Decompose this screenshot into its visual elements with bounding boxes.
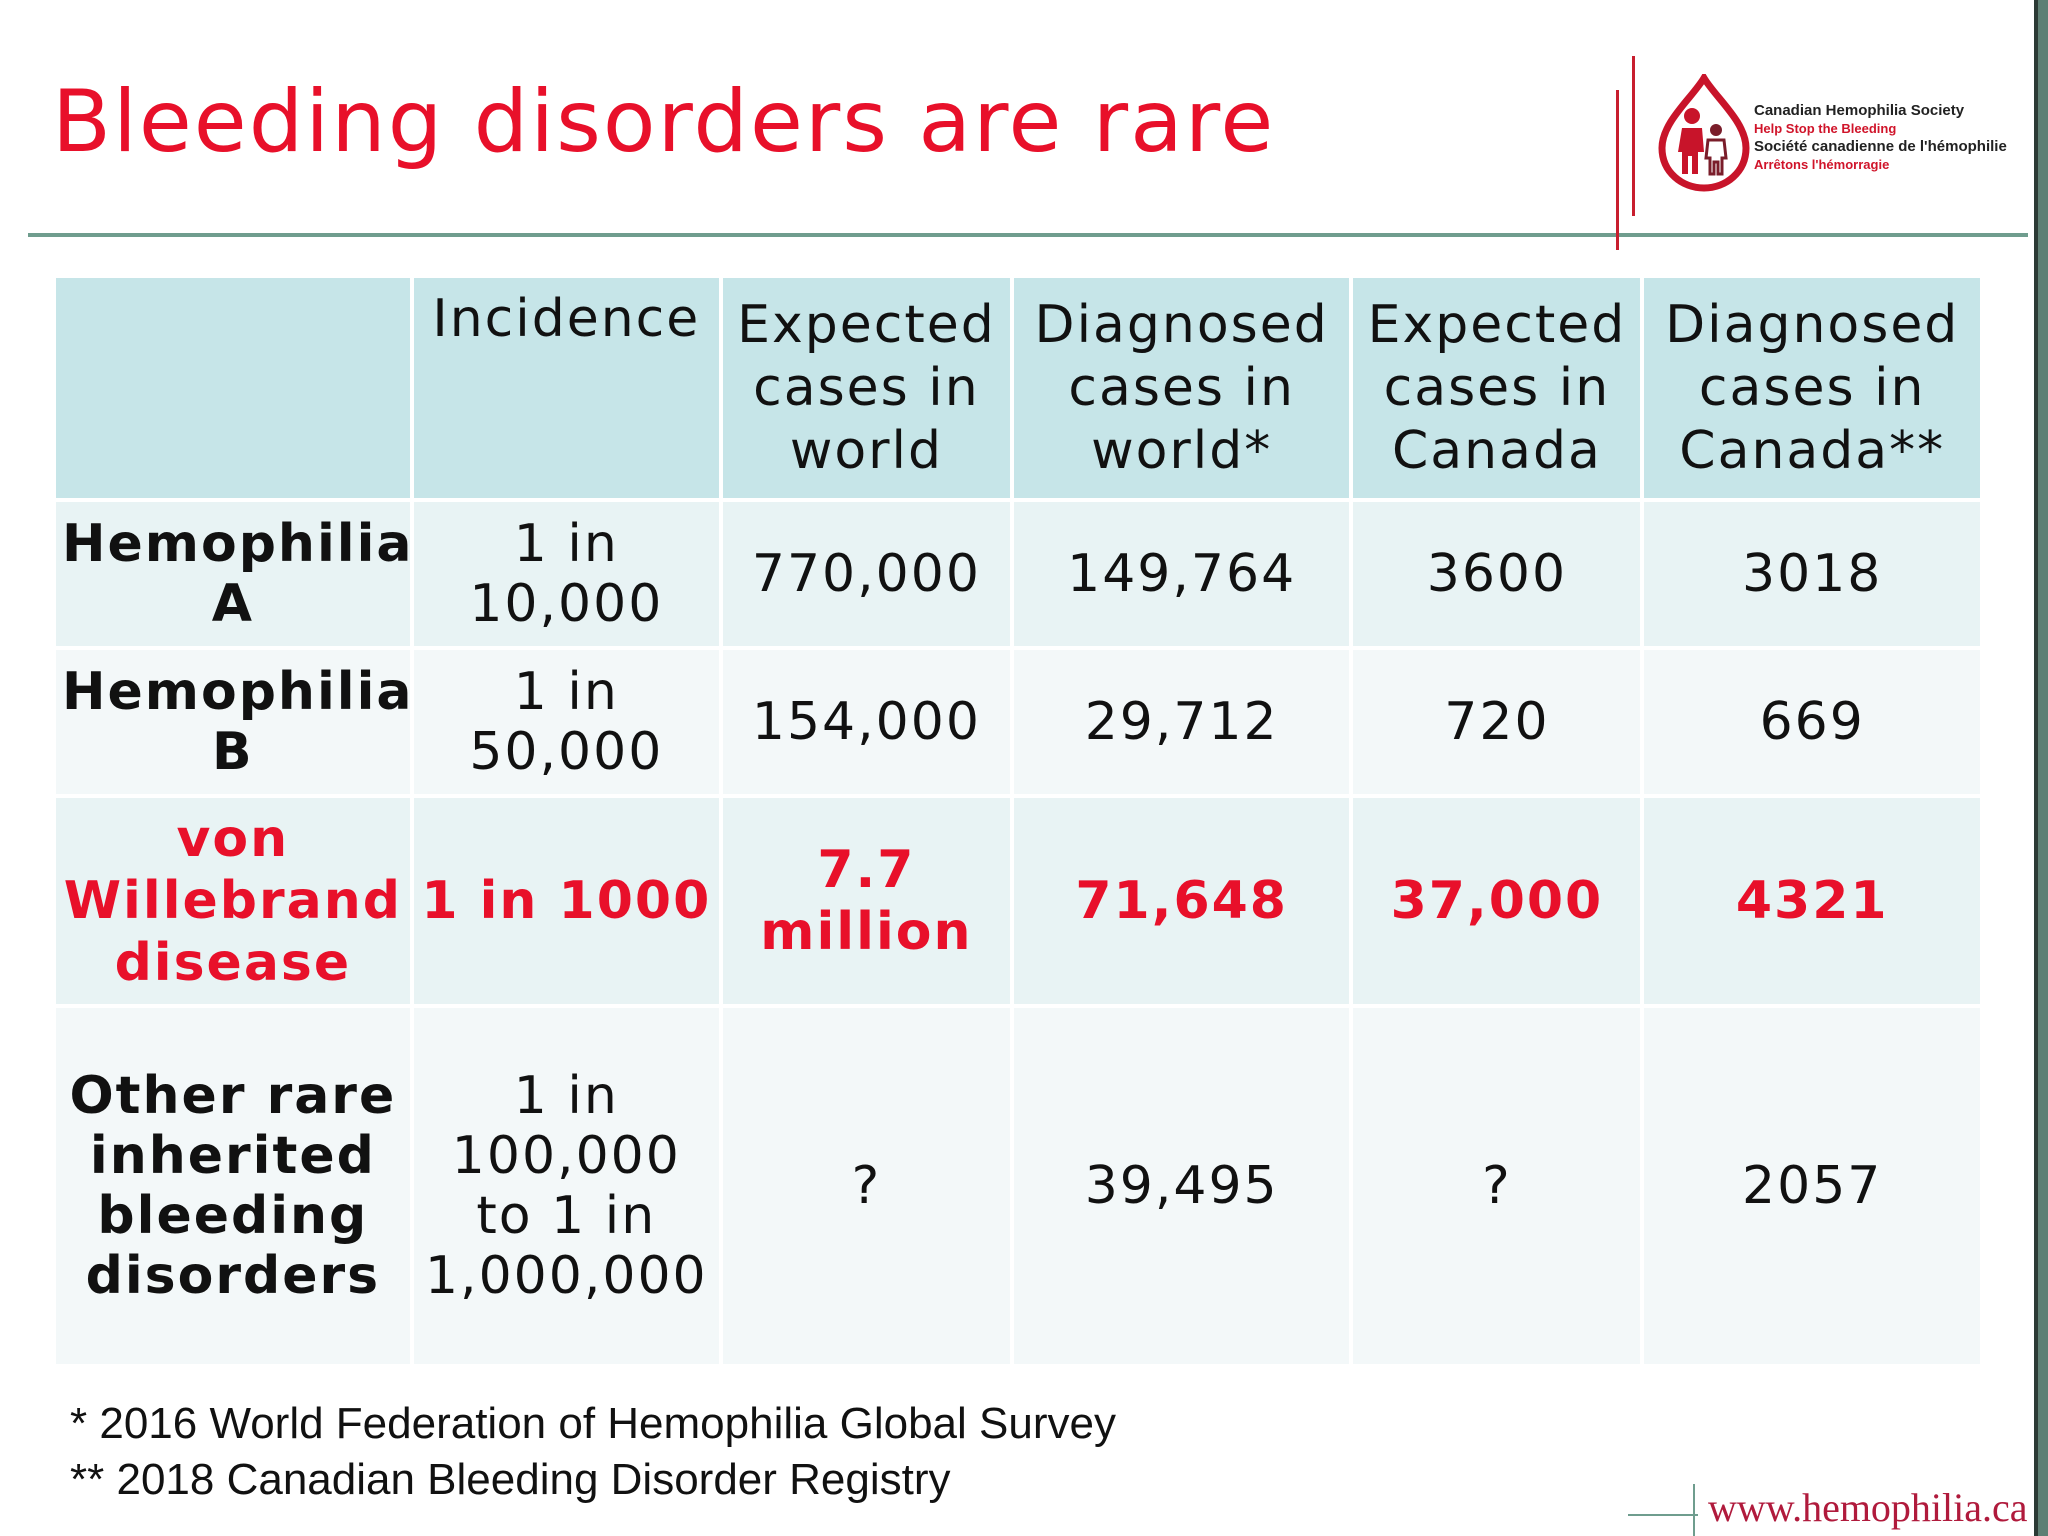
header-empty (56, 278, 410, 498)
header-incidence: Incidence (413, 278, 719, 498)
diagnosed-world-cell: 29,712 (1013, 650, 1350, 794)
expected-canada-cell: 37,000 (1353, 798, 1641, 1004)
incidence-cell: 1 in 50,000 (413, 650, 719, 794)
logo-line-2: Help Stop the Bleeding (1754, 121, 1897, 136)
table-row-highlighted: von Willebrand disease 1 in 1000 7.7 mil… (56, 798, 1980, 1004)
diagnosed-canada-cell: 669 (1644, 650, 1980, 794)
incidence-cell: 1 in 10,000 (413, 502, 719, 646)
expected-world-cell: ? (722, 1008, 1010, 1364)
table-header-row: Incidence Expected cases in world Diagno… (56, 278, 1980, 498)
header-diagnosed-canada: Diagnosed cases in Canada** (1644, 278, 1980, 498)
expected-canada-cell: 3600 (1353, 502, 1641, 646)
table-row: Hemophilia B 1 in 50,000 154,000 29,712 … (56, 650, 1980, 794)
footnote-2: ** 2018 Canadian Bleeding Disorder Regis… (70, 1455, 951, 1504)
header-expected-canada: Expected cases in Canada (1353, 278, 1641, 498)
expected-canada-cell: ? (1353, 1008, 1641, 1364)
bleeding-disorders-table: Incidence Expected cases in world Diagno… (52, 274, 1984, 1368)
logo-line-1: Canadian Hemophilia Society (1754, 102, 1965, 119)
incidence-cell: 1 in 100,000 to 1 in 1,000,000 (413, 1008, 719, 1364)
incidence-cell: 1 in 1000 (413, 798, 719, 1004)
row-label: von Willebrand disease (56, 798, 410, 1004)
slide-title: Bleeding disorders are rare (52, 72, 1276, 172)
logo-line-4: Arrêtons l'hémorragie (1754, 157, 1890, 172)
header-diagnosed-world: Diagnosed cases in world* (1013, 278, 1350, 498)
row-label: Hemophilia A (56, 502, 412, 646)
logo-wordmark: Canadian Hemophilia Society Help Stop th… (1754, 102, 2007, 174)
footnotes: * 2016 World Federation of Hemophilia Gl… (70, 1396, 1116, 1508)
diagnosed-world-cell: 71,648 (1013, 798, 1350, 1004)
hemophilia-society-logo-icon (1652, 71, 1752, 192)
title-divider (28, 233, 2028, 237)
expected-world-cell: 7.7 million (722, 798, 1010, 1004)
row-label: Other rare inherited bleeding disorders (56, 1008, 410, 1364)
expected-world-cell: 154,000 (722, 650, 1010, 794)
slide-edge (2034, 0, 2048, 1536)
footnote-1: * 2016 World Federation of Hemophilia Gl… (70, 1399, 1116, 1448)
diagnosed-canada-cell: 3018 (1644, 502, 1980, 646)
table-row: Other rare inherited bleeding disorders … (56, 1008, 1980, 1364)
diagnosed-canada-cell: 2057 (1644, 1008, 1980, 1364)
logo-divider (1616, 56, 1636, 250)
logo-line-3: Société canadienne de l'hémophilie (1754, 138, 2007, 155)
diagnosed-canada-cell: 4321 (1644, 798, 1980, 1004)
expected-world-cell: 770,000 (722, 502, 1010, 646)
website-rule (1628, 1514, 1698, 1516)
row-label: Hemophilia B (56, 650, 412, 794)
diagnosed-world-cell: 39,495 (1013, 1008, 1350, 1364)
expected-canada-cell: 720 (1353, 650, 1641, 794)
website-rule-vertical (1693, 1484, 1695, 1536)
diagnosed-world-cell: 149,764 (1013, 502, 1350, 646)
website-link[interactable]: www.hemophilia.ca (1708, 1485, 2028, 1530)
header-expected-world: Expected cases in world (722, 278, 1010, 498)
table-row: Hemophilia A 1 in 10,000 770,000 149,764… (56, 502, 1980, 646)
